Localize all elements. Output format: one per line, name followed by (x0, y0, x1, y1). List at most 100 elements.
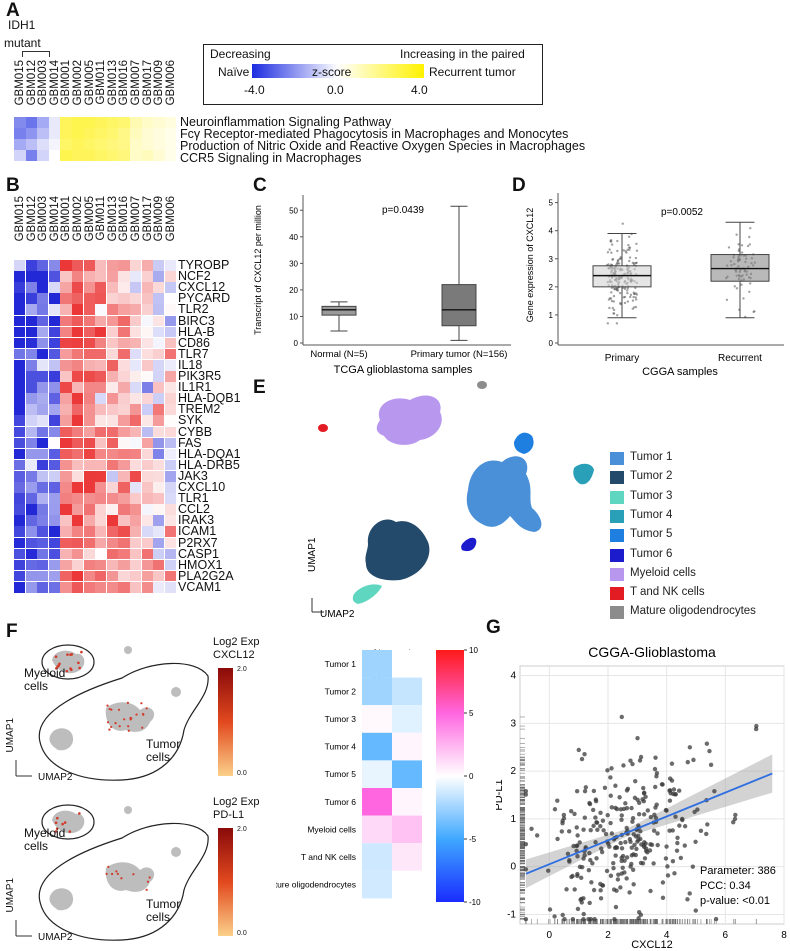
b-heat-cell (141, 482, 153, 493)
g-point (642, 856, 648, 861)
g-point (632, 842, 637, 848)
b-heat-cell (48, 393, 60, 404)
g-point (599, 849, 605, 855)
g-point (624, 825, 629, 831)
b-heat-cell (25, 493, 37, 504)
f-dot-myeloid (57, 664, 61, 667)
g-stat-2: p-value: <0.01 (700, 895, 770, 907)
g-point (670, 828, 675, 833)
b-heat-cell (72, 437, 84, 449)
b-heat-cell (60, 315, 72, 327)
f-dot-tumor (129, 716, 132, 720)
b-heat-cell (106, 348, 118, 360)
d-point (615, 314, 619, 317)
b-heat-cell (164, 404, 176, 415)
b-gene-label: VCAM1 (178, 579, 222, 594)
d-point (610, 243, 614, 246)
g-point (587, 800, 592, 806)
b-sample-label: GBM012 (25, 196, 38, 242)
g-point (571, 843, 576, 849)
d-point (626, 289, 629, 292)
b-heat-cell (60, 570, 72, 582)
e-legend-label: Myeloid cells (630, 566, 696, 579)
e-legend-swatch (610, 509, 624, 523)
a-heat-cell (141, 128, 154, 139)
a-sample-label: GBM014 (48, 60, 61, 106)
b-heat-cell (130, 426, 142, 438)
b-gene-label: FAS (178, 435, 202, 450)
b-heat-cell (118, 271, 130, 282)
e-legend-label: T and NK cells (630, 586, 705, 599)
g-point (547, 907, 553, 912)
b-heat-cell (83, 526, 95, 538)
g-point (600, 883, 606, 888)
d-point (628, 256, 632, 259)
b-heat-cell (95, 504, 107, 515)
a-heat-cell (14, 117, 26, 128)
g-point (619, 714, 624, 720)
b-heat-cell (60, 415, 72, 427)
b-sample-label: GBM011 (95, 196, 108, 241)
b-sample-label: GBM006 (164, 196, 177, 242)
g-ticks: 0 2 4 6 8 -1 0 1 2 3 4 (507, 671, 787, 941)
g-point (643, 841, 648, 846)
g-point (555, 836, 560, 842)
b-heat-cell (37, 260, 49, 271)
b-heat-cell (118, 315, 130, 327)
b-heat-cell (72, 359, 84, 371)
b-heat-cell (14, 548, 26, 560)
b-heat-cell (60, 371, 72, 382)
d-point (618, 291, 622, 295)
b-heat-cell (141, 548, 153, 560)
b-heat-cell (25, 371, 37, 382)
e-legend-label: Tumor 6 (630, 547, 673, 560)
g-plot-area (519, 665, 785, 925)
g-point (641, 812, 647, 817)
b-heat-cell (130, 304, 142, 316)
a-heat-cell (106, 139, 119, 150)
b-heat-cell (14, 260, 26, 271)
b-heat-cell (72, 526, 84, 538)
b-heat-cell (130, 326, 142, 338)
b-heat-cell (153, 437, 165, 449)
b-heat-cell (14, 393, 26, 404)
g-point (698, 828, 704, 833)
g-point (645, 808, 651, 813)
g-point (638, 836, 643, 842)
f-top-color-scale (218, 668, 233, 776)
b-heat-cell (95, 304, 107, 316)
b-heat-cell (106, 526, 118, 538)
g-point (523, 867, 529, 872)
fh-cell (392, 760, 422, 788)
d-point (610, 291, 613, 294)
g-point (555, 798, 560, 803)
g-point (673, 814, 678, 819)
b-gene-label: NCF2 (178, 269, 211, 284)
b-heat-cell (72, 304, 84, 316)
b-heat-cell (48, 548, 60, 560)
b-gene-label: HLA-DQA1 (178, 446, 241, 461)
b-gene-label: HLA-DQB1 (178, 391, 241, 406)
e-legend-swatch (610, 548, 624, 562)
d-point (631, 261, 635, 265)
fh-cell (392, 788, 422, 816)
b-heat-cell (95, 426, 107, 438)
b-heat-cell (25, 448, 37, 460)
b-heat-cell (164, 315, 176, 327)
f-top-tumor-l1: Tumor (146, 737, 181, 751)
g-point (618, 840, 623, 846)
box-y-tick-label: 10 (289, 312, 298, 321)
b-heat-cell (130, 515, 142, 526)
d-point (610, 299, 614, 303)
box-y-tick-label: 30 (289, 259, 298, 268)
g-point (523, 917, 529, 922)
b-heat-cell (14, 415, 26, 427)
b-heat-cell (25, 482, 37, 493)
b-heat-cell (25, 304, 37, 316)
b-heat-cell (83, 570, 95, 582)
b-heat-cell (106, 537, 118, 549)
d-point (627, 243, 630, 247)
b-heat-cell (130, 448, 142, 460)
fh-cell (362, 815, 392, 844)
f-dot-myeloid (68, 830, 72, 833)
